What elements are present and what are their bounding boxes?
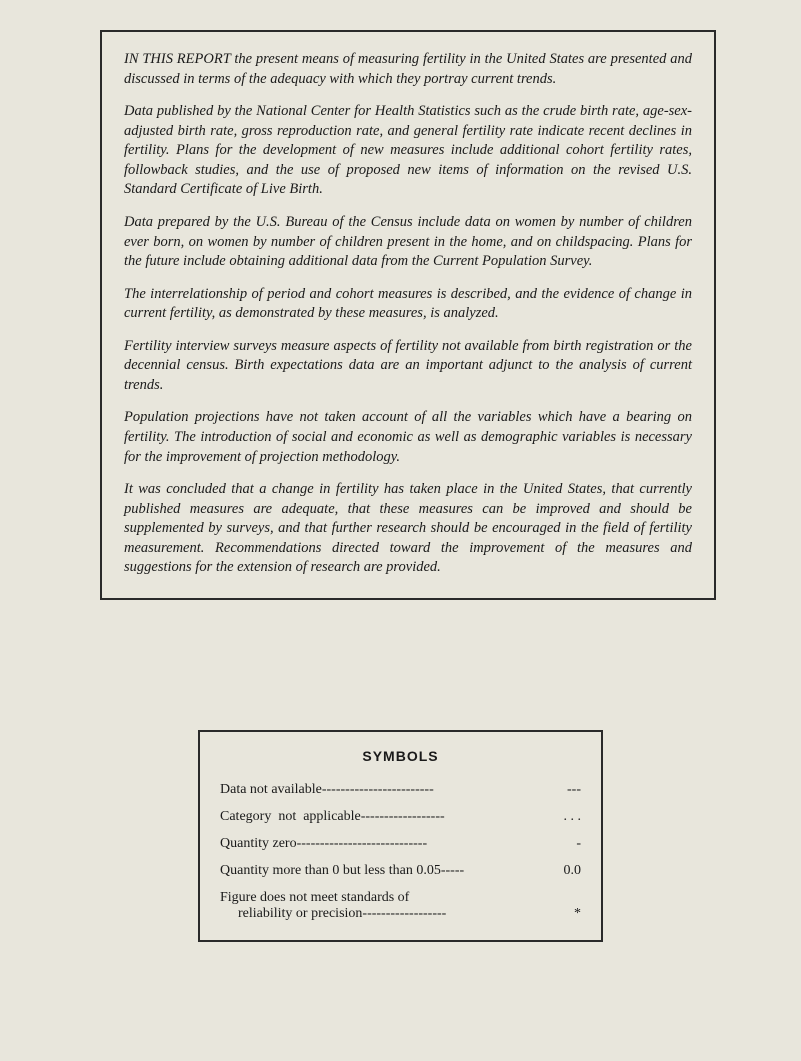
abstract-paragraph: IN THIS REPORT the present means of meas… xyxy=(124,50,692,89)
symbol-row: Quantity zero---------------------------… xyxy=(220,836,581,852)
symbol-row: Data not available----------------------… xyxy=(220,782,581,798)
symbol-label: Data not available----------------------… xyxy=(220,782,541,798)
symbol-value: . . . xyxy=(553,809,581,825)
abstract-paragraph: Population projections have not taken ac… xyxy=(124,408,692,467)
symbol-row: Category not applicable-----------------… xyxy=(220,809,581,825)
symbols-legend-box: SYMBOLS Data not available--------------… xyxy=(198,730,603,942)
abstract-paragraph: Fertility interview surveys measure aspe… xyxy=(124,337,692,396)
symbol-value: 0.0 xyxy=(553,863,581,879)
report-abstract-box: IN THIS REPORT the present means of meas… xyxy=(100,30,716,600)
symbol-value: --- xyxy=(553,782,581,798)
symbol-row: Quantity more than 0 but less than 0.05-… xyxy=(220,863,581,879)
abstract-paragraph: Data prepared by the U.S. Bureau of the … xyxy=(124,213,692,272)
symbol-value: - xyxy=(553,836,581,852)
abstract-paragraph: Data published by the National Center fo… xyxy=(124,102,692,200)
symbol-label: Quantity more than 0 but less than 0.05-… xyxy=(220,863,541,879)
symbol-value: * xyxy=(553,906,581,922)
symbol-label-line2: reliability or precision----------------… xyxy=(238,906,541,922)
symbol-label-line1: Figure does not meet standards of xyxy=(220,890,581,906)
abstract-paragraph: The interrelationship of period and coho… xyxy=(124,285,692,324)
symbol-row-multiline: Figure does not meet standards of reliab… xyxy=(220,890,581,922)
symbol-label: Category not applicable-----------------… xyxy=(220,809,541,825)
symbol-label: Quantity zero---------------------------… xyxy=(220,836,541,852)
abstract-paragraph: It was concluded that a change in fertil… xyxy=(124,480,692,578)
symbols-title: SYMBOLS xyxy=(220,748,581,764)
